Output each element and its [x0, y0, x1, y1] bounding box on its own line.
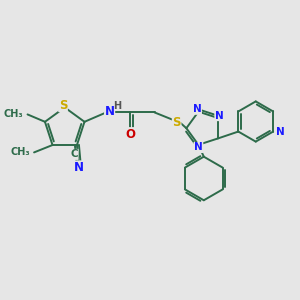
Text: CH₃: CH₃ — [11, 147, 30, 158]
Text: N: N — [105, 105, 115, 118]
Text: O: O — [125, 128, 135, 141]
Text: S: S — [59, 99, 67, 112]
Text: H: H — [114, 101, 122, 111]
Text: N: N — [194, 142, 203, 152]
Text: N: N — [215, 111, 224, 121]
Text: N: N — [74, 161, 84, 174]
Text: CH₃: CH₃ — [4, 110, 23, 119]
Text: N: N — [193, 104, 201, 114]
Text: C: C — [70, 149, 78, 159]
Text: S: S — [172, 116, 181, 129]
Text: N: N — [276, 127, 285, 136]
